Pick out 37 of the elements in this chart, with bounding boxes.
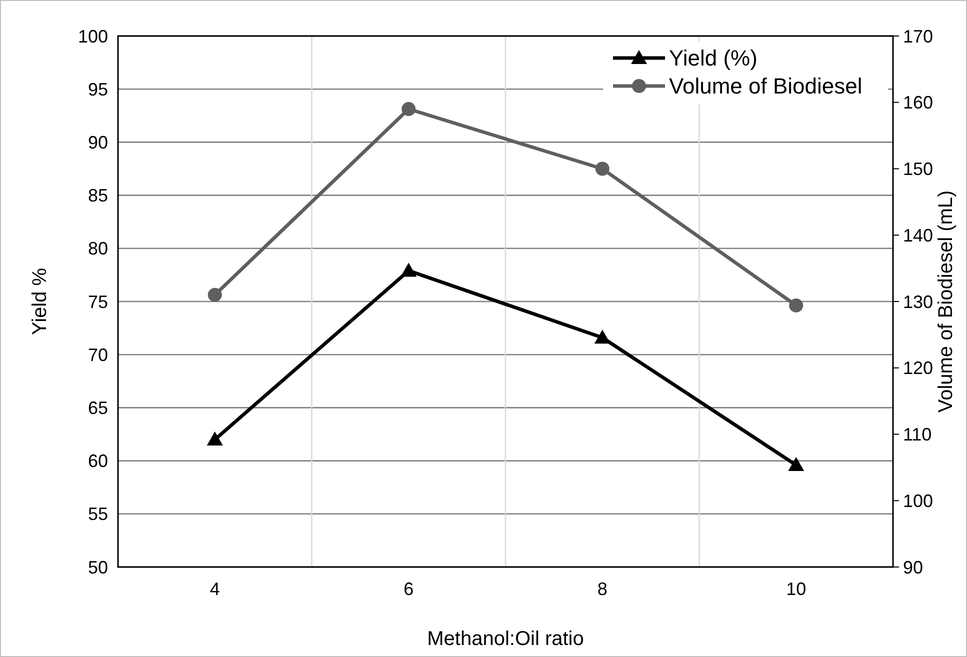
point <box>594 330 610 344</box>
legend-label: Volume of Biodiesel <box>669 74 862 99</box>
point <box>595 162 610 176</box>
y-tick-label: 75 <box>88 292 108 312</box>
point <box>206 432 223 446</box>
y-tick-label: 100 <box>78 26 108 46</box>
x-tick-label: 4 <box>210 579 220 599</box>
y2-tick-label: 110 <box>903 424 932 445</box>
y2-tick-label: 170 <box>903 26 934 46</box>
y2-tick-label: 160 <box>903 92 934 113</box>
y-tick-label: 80 <box>88 238 108 259</box>
x-axis-title: Methanol:Oil ratio <box>427 628 584 650</box>
y2-tick-label: 120 <box>903 358 934 378</box>
y-tick-label: 60 <box>88 451 108 472</box>
y2-tick-label: 140 <box>903 225 934 246</box>
x-tick-label: 10 <box>786 579 806 599</box>
y2-tick-label: 150 <box>903 159 934 180</box>
x-tick-label: 6 <box>404 579 414 599</box>
y-tick-label: 65 <box>88 398 108 418</box>
y2-tick-label: 100 <box>903 490 934 511</box>
y2-tick-label: 90 <box>903 557 924 578</box>
y-axis-title: Yield % <box>29 268 51 336</box>
y2-axis-title: Volume of Biodiesel (mL) <box>935 190 957 413</box>
y-tick-label: 70 <box>88 344 108 365</box>
legend-label: Yield (%) <box>669 46 758 71</box>
point <box>208 288 222 302</box>
point <box>789 298 804 312</box>
y-tick-label: 50 <box>88 557 108 578</box>
point <box>402 102 416 116</box>
y2-tick-label: 130 <box>903 292 934 312</box>
y-tick-label: 85 <box>88 186 108 206</box>
x-tick-label: 8 <box>597 579 608 599</box>
y-tick-label: 90 <box>88 132 108 152</box>
y-tick-label: 55 <box>88 504 108 524</box>
point <box>788 457 804 472</box>
y-tick-label: 95 <box>88 79 108 100</box>
point <box>400 262 417 277</box>
